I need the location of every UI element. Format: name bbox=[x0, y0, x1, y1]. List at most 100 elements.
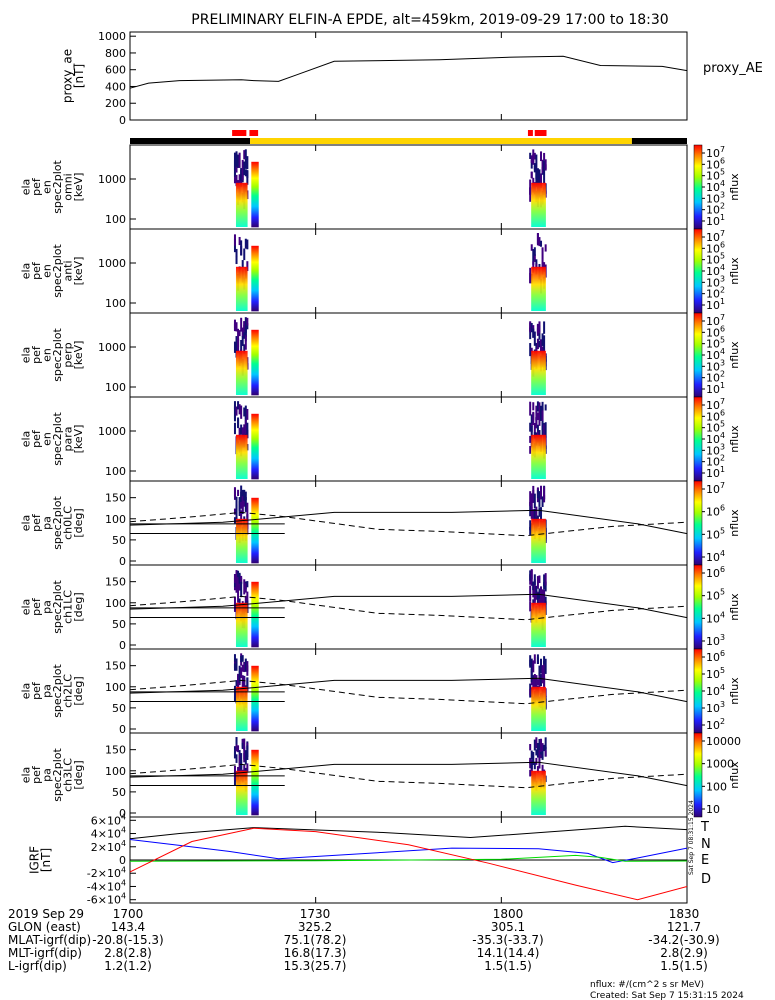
spectrogram-speck bbox=[544, 404, 547, 411]
spectrogram-speck bbox=[240, 339, 243, 351]
spectrogram-speck bbox=[529, 187, 532, 202]
spectrogram-speck bbox=[532, 660, 535, 673]
spectrogram-block bbox=[531, 350, 546, 395]
spectrogram-speck bbox=[243, 407, 246, 417]
spectrogram-speck bbox=[529, 343, 532, 357]
spectrogram-speck bbox=[233, 654, 236, 662]
spectrogram-speck bbox=[238, 572, 241, 580]
spectrogram-speck bbox=[535, 506, 538, 523]
spectrogram-hot-column bbox=[251, 749, 259, 816]
spectrogram-block bbox=[531, 182, 546, 227]
energy-panel-frame bbox=[129, 312, 688, 398]
pa-panel-ylabel-line: ela bbox=[20, 683, 33, 700]
science-zone-mark bbox=[249, 130, 259, 136]
footer-cell: -35.3(-33.7) bbox=[472, 933, 543, 947]
spectrogram-block bbox=[531, 602, 546, 647]
spectrogram-speck bbox=[243, 150, 246, 160]
loss-cone-solid bbox=[129, 677, 688, 703]
energy-ytick-label: 1000 bbox=[98, 425, 126, 438]
spectrogram-speck bbox=[538, 493, 541, 507]
spectrogram-speck bbox=[543, 495, 546, 503]
colorbar-tick-label: 104 bbox=[706, 179, 725, 194]
colorbar-tick-label: 105 bbox=[706, 588, 725, 603]
spectrogram-speck bbox=[529, 422, 532, 432]
spectrogram-speck bbox=[237, 673, 240, 684]
spectrogram-block bbox=[531, 266, 546, 311]
spectrogram-speck bbox=[538, 588, 541, 604]
spectrogram-speck bbox=[529, 570, 532, 581]
loss-cone-solid bbox=[129, 509, 688, 535]
ae-series-line bbox=[129, 55, 688, 89]
spectrogram-hot-column bbox=[251, 497, 259, 564]
spectrogram-speck bbox=[246, 745, 249, 760]
spectrogram-speck bbox=[235, 504, 238, 521]
spectrogram-speck bbox=[235, 151, 238, 167]
spectrogram-speck bbox=[233, 508, 236, 515]
igrf-ytick-label: 0 bbox=[119, 854, 126, 867]
spectrogram-speck bbox=[536, 168, 539, 180]
spectrogram-speck bbox=[238, 754, 241, 768]
spectrogram-speck bbox=[540, 593, 543, 605]
spectrogram-speck bbox=[532, 677, 535, 690]
spectrogram-speck bbox=[538, 738, 541, 752]
spectrogram-speck bbox=[243, 676, 246, 691]
spectrogram-hot-column bbox=[251, 665, 259, 732]
spectrogram-speck bbox=[243, 321, 246, 333]
energy-ytick-label: 100 bbox=[105, 381, 126, 394]
spectrogram-speck bbox=[235, 248, 238, 258]
spectrogram-speck bbox=[529, 744, 532, 751]
colorbar-tick-label: 105 bbox=[706, 252, 725, 267]
spectrogram-speck bbox=[241, 327, 244, 337]
pa-ytick-label: 100 bbox=[105, 597, 126, 610]
igrf-legend-item: D bbox=[701, 872, 711, 887]
pa-panel-frame bbox=[129, 732, 688, 818]
spectrogram-speck bbox=[535, 342, 538, 352]
spectrogram-speck bbox=[233, 401, 236, 410]
spectrogram-speck bbox=[529, 688, 532, 696]
spectrogram-speck bbox=[533, 331, 536, 346]
spectrogram-speck bbox=[530, 750, 533, 760]
energy-panel-frame bbox=[129, 396, 688, 482]
spectrogram-speck bbox=[244, 491, 247, 501]
spectrogram-speck bbox=[244, 405, 247, 420]
spectrogram-speck bbox=[237, 766, 240, 774]
ae-ytick-label: 1000 bbox=[98, 30, 126, 43]
ae-ytick-label: 600 bbox=[105, 64, 126, 77]
spectrogram-speck bbox=[233, 407, 236, 422]
ae-ytick-label: 0 bbox=[119, 114, 126, 127]
spectrogram-speck bbox=[535, 675, 538, 688]
colorbar-tick-label: 103 bbox=[706, 700, 725, 715]
colorbar-tick-label: 101 bbox=[706, 297, 725, 312]
spectrogram-speck bbox=[540, 674, 543, 687]
pa-panel-ylabel-line: pef bbox=[30, 765, 43, 784]
spectrogram-speck bbox=[240, 655, 243, 663]
colorbar-tick-label: 106 bbox=[706, 504, 725, 519]
spectrogram-speck bbox=[536, 679, 539, 686]
colorbar-tick-label: 103 bbox=[706, 633, 725, 648]
pa-ytick-label: 0 bbox=[119, 807, 126, 820]
footer-cell: 2.8(2.9) bbox=[660, 946, 708, 960]
spectrogram-speck bbox=[244, 583, 247, 593]
colorbar-unit-label: nflux bbox=[728, 593, 741, 621]
spectrogram-speck bbox=[237, 328, 240, 341]
footer-cell: 1.5(1.5) bbox=[484, 959, 532, 973]
spectrogram-speck bbox=[533, 761, 536, 770]
spectrogram-speck bbox=[241, 169, 244, 181]
spectrogram-speck bbox=[243, 661, 246, 673]
spectrogram-speck bbox=[237, 417, 240, 428]
spectrogram-speck bbox=[533, 654, 536, 664]
spectrogram-speck bbox=[237, 401, 240, 410]
spectrogram-speck bbox=[529, 327, 532, 340]
spectrogram-speck bbox=[233, 775, 236, 786]
footer-cell: 2.8(2.8) bbox=[104, 946, 152, 960]
igrf-legend-item: E bbox=[701, 853, 709, 868]
energy-panel-ylabel-line: pef bbox=[30, 345, 43, 364]
loss-cone-dashed bbox=[129, 511, 688, 537]
spectrogram-hot-column bbox=[251, 329, 259, 396]
spectrogram-speck bbox=[246, 261, 249, 272]
loss-cone-solid bbox=[129, 761, 688, 787]
spectrogram-speck bbox=[533, 675, 536, 689]
spectrogram-speck bbox=[233, 517, 236, 524]
igrf-series-T bbox=[129, 825, 688, 840]
